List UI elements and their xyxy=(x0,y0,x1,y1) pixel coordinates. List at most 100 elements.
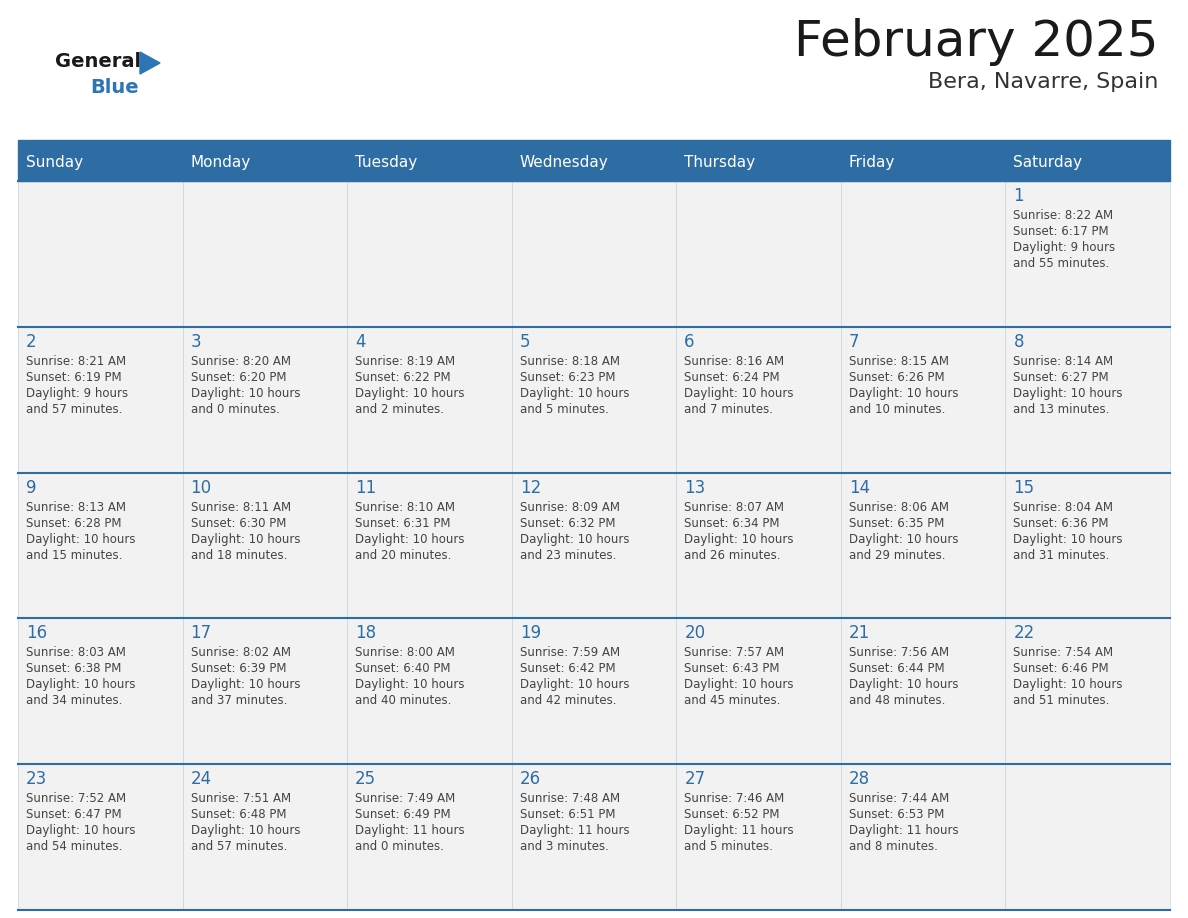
Text: Daylight: 10 hours: Daylight: 10 hours xyxy=(849,678,959,691)
Text: Sunrise: 7:49 AM: Sunrise: 7:49 AM xyxy=(355,792,455,805)
Text: Sunrise: 7:52 AM: Sunrise: 7:52 AM xyxy=(26,792,126,805)
Text: Saturday: Saturday xyxy=(1013,155,1082,171)
Text: Daylight: 10 hours: Daylight: 10 hours xyxy=(190,824,301,837)
Bar xyxy=(18,140,1170,145)
Text: and 20 minutes.: and 20 minutes. xyxy=(355,549,451,562)
Bar xyxy=(183,145,347,181)
Bar xyxy=(1005,619,1170,764)
Polygon shape xyxy=(140,52,160,74)
Text: and 7 minutes.: and 7 minutes. xyxy=(684,403,773,416)
Text: Sunset: 6:52 PM: Sunset: 6:52 PM xyxy=(684,808,779,822)
Text: 22: 22 xyxy=(1013,624,1035,643)
Text: Daylight: 10 hours: Daylight: 10 hours xyxy=(519,386,630,400)
Text: Sunset: 6:19 PM: Sunset: 6:19 PM xyxy=(26,371,121,384)
Text: 15: 15 xyxy=(1013,478,1035,497)
Text: 28: 28 xyxy=(849,770,870,789)
Text: Sunrise: 8:02 AM: Sunrise: 8:02 AM xyxy=(190,646,291,659)
Text: 26: 26 xyxy=(519,770,541,789)
Text: Sunset: 6:27 PM: Sunset: 6:27 PM xyxy=(1013,371,1110,384)
Text: Daylight: 10 hours: Daylight: 10 hours xyxy=(190,386,301,400)
Text: Sunset: 6:42 PM: Sunset: 6:42 PM xyxy=(519,663,615,676)
Text: and 40 minutes.: and 40 minutes. xyxy=(355,694,451,708)
Text: Sunset: 6:36 PM: Sunset: 6:36 PM xyxy=(1013,517,1108,530)
Text: 27: 27 xyxy=(684,770,706,789)
Text: Daylight: 10 hours: Daylight: 10 hours xyxy=(684,678,794,691)
Text: and 48 minutes.: and 48 minutes. xyxy=(849,694,946,708)
Text: 4: 4 xyxy=(355,333,366,351)
Text: Sunrise: 7:46 AM: Sunrise: 7:46 AM xyxy=(684,792,784,805)
Bar xyxy=(512,327,676,473)
Text: Daylight: 10 hours: Daylight: 10 hours xyxy=(1013,386,1123,400)
Text: Sunset: 6:32 PM: Sunset: 6:32 PM xyxy=(519,517,615,530)
Text: 23: 23 xyxy=(26,770,48,789)
Text: Sunset: 6:46 PM: Sunset: 6:46 PM xyxy=(1013,663,1110,676)
Bar xyxy=(676,619,841,764)
Text: 3: 3 xyxy=(190,333,201,351)
Text: and 57 minutes.: and 57 minutes. xyxy=(26,403,122,416)
Bar xyxy=(183,764,347,910)
Text: 8: 8 xyxy=(1013,333,1024,351)
Text: Thursday: Thursday xyxy=(684,155,756,171)
Text: Sunset: 6:44 PM: Sunset: 6:44 PM xyxy=(849,663,944,676)
Text: Sunrise: 8:04 AM: Sunrise: 8:04 AM xyxy=(1013,500,1113,513)
Text: Sunset: 6:49 PM: Sunset: 6:49 PM xyxy=(355,808,450,822)
Bar xyxy=(183,181,347,327)
Text: Daylight: 10 hours: Daylight: 10 hours xyxy=(190,532,301,545)
Bar xyxy=(18,181,183,327)
Text: Sunrise: 8:19 AM: Sunrise: 8:19 AM xyxy=(355,354,455,368)
Bar xyxy=(347,327,512,473)
Bar xyxy=(676,764,841,910)
Text: Sunrise: 7:44 AM: Sunrise: 7:44 AM xyxy=(849,792,949,805)
Text: and 0 minutes.: and 0 minutes. xyxy=(190,403,279,416)
Text: and 42 minutes.: and 42 minutes. xyxy=(519,694,617,708)
Bar xyxy=(183,327,347,473)
Text: and 37 minutes.: and 37 minutes. xyxy=(190,694,287,708)
Text: 13: 13 xyxy=(684,478,706,497)
Text: Sunrise: 8:20 AM: Sunrise: 8:20 AM xyxy=(190,354,291,368)
Bar xyxy=(512,473,676,619)
Text: Sunrise: 7:56 AM: Sunrise: 7:56 AM xyxy=(849,646,949,659)
Text: Sunset: 6:23 PM: Sunset: 6:23 PM xyxy=(519,371,615,384)
Text: Daylight: 10 hours: Daylight: 10 hours xyxy=(684,386,794,400)
Text: Sunrise: 8:14 AM: Sunrise: 8:14 AM xyxy=(1013,354,1113,368)
Text: and 8 minutes.: and 8 minutes. xyxy=(849,840,937,853)
Text: 9: 9 xyxy=(26,478,37,497)
Text: Sunrise: 8:13 AM: Sunrise: 8:13 AM xyxy=(26,500,126,513)
Text: Sunrise: 8:07 AM: Sunrise: 8:07 AM xyxy=(684,500,784,513)
Bar xyxy=(18,145,183,181)
Text: Friday: Friday xyxy=(849,155,896,171)
Bar xyxy=(18,764,183,910)
Text: Daylight: 11 hours: Daylight: 11 hours xyxy=(355,824,465,837)
Text: Sunrise: 8:21 AM: Sunrise: 8:21 AM xyxy=(26,354,126,368)
Text: Bera, Navarre, Spain: Bera, Navarre, Spain xyxy=(928,72,1158,92)
Text: and 13 minutes.: and 13 minutes. xyxy=(1013,403,1110,416)
Bar xyxy=(676,473,841,619)
Text: Sunrise: 7:51 AM: Sunrise: 7:51 AM xyxy=(190,792,291,805)
Text: and 15 minutes.: and 15 minutes. xyxy=(26,549,122,562)
Bar xyxy=(676,145,841,181)
Text: Daylight: 11 hours: Daylight: 11 hours xyxy=(519,824,630,837)
Bar xyxy=(1005,327,1170,473)
Text: Sunrise: 8:00 AM: Sunrise: 8:00 AM xyxy=(355,646,455,659)
Text: Sunrise: 8:18 AM: Sunrise: 8:18 AM xyxy=(519,354,620,368)
Text: Sunrise: 7:57 AM: Sunrise: 7:57 AM xyxy=(684,646,784,659)
Text: Daylight: 9 hours: Daylight: 9 hours xyxy=(1013,241,1116,254)
Bar xyxy=(841,145,1005,181)
Text: Daylight: 10 hours: Daylight: 10 hours xyxy=(26,532,135,545)
Text: Sunset: 6:24 PM: Sunset: 6:24 PM xyxy=(684,371,779,384)
Text: Sunset: 6:22 PM: Sunset: 6:22 PM xyxy=(355,371,450,384)
Text: and 51 minutes.: and 51 minutes. xyxy=(1013,694,1110,708)
Text: Daylight: 10 hours: Daylight: 10 hours xyxy=(355,532,465,545)
Text: Daylight: 11 hours: Daylight: 11 hours xyxy=(849,824,959,837)
Text: Sunrise: 8:06 AM: Sunrise: 8:06 AM xyxy=(849,500,949,513)
Text: Sunset: 6:17 PM: Sunset: 6:17 PM xyxy=(1013,225,1110,238)
Text: 11: 11 xyxy=(355,478,377,497)
Bar xyxy=(1005,181,1170,327)
Bar xyxy=(512,145,676,181)
Text: 17: 17 xyxy=(190,624,211,643)
Text: Daylight: 10 hours: Daylight: 10 hours xyxy=(849,386,959,400)
Bar xyxy=(18,619,183,764)
Text: Sunset: 6:43 PM: Sunset: 6:43 PM xyxy=(684,663,779,676)
Text: and 55 minutes.: and 55 minutes. xyxy=(1013,257,1110,270)
Text: Wednesday: Wednesday xyxy=(519,155,608,171)
